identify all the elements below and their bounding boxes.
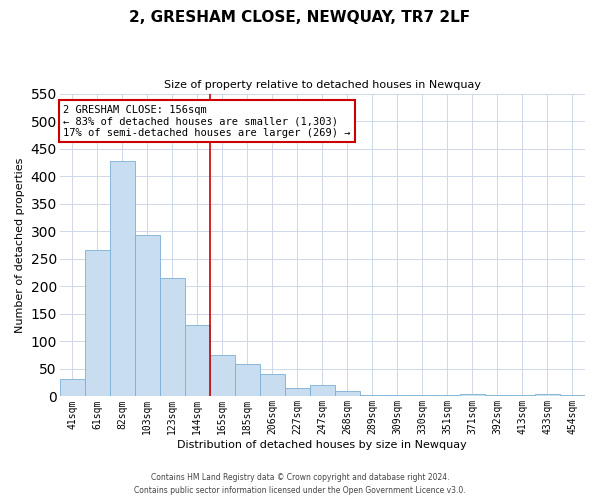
Bar [460,394,485,396]
Bar [260,374,285,396]
Bar [85,250,110,396]
Bar [210,354,235,397]
Bar [285,388,310,396]
Text: 2 GRESHAM CLOSE: 156sqm
← 83% of detached houses are smaller (1,303)
17% of semi: 2 GRESHAM CLOSE: 156sqm ← 83% of detache… [64,104,351,138]
Text: 2, GRESHAM CLOSE, NEWQUAY, TR7 2LF: 2, GRESHAM CLOSE, NEWQUAY, TR7 2LF [130,10,470,25]
Text: Contains HM Land Registry data © Crown copyright and database right 2024.
Contai: Contains HM Land Registry data © Crown c… [134,474,466,495]
Bar [535,394,560,396]
X-axis label: Distribution of detached houses by size in Newquay: Distribution of detached houses by size … [178,440,467,450]
Y-axis label: Number of detached properties: Number of detached properties [15,158,25,332]
Bar [135,235,160,396]
Bar [235,364,260,396]
Bar [185,325,210,396]
Bar [160,278,185,396]
Bar [110,160,135,396]
Bar [310,386,335,396]
Bar [60,379,85,396]
Bar [335,391,360,396]
Title: Size of property relative to detached houses in Newquay: Size of property relative to detached ho… [164,80,481,90]
